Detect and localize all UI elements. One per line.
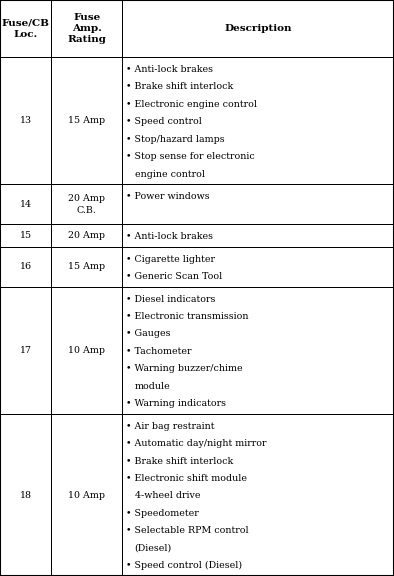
Text: • Gauges: • Gauges xyxy=(126,329,171,339)
Text: • Speed control: • Speed control xyxy=(126,118,202,126)
Bar xyxy=(0,225,51,247)
Text: 15: 15 xyxy=(20,231,32,240)
Text: • Speed control (Diesel): • Speed control (Diesel) xyxy=(126,561,242,570)
Text: 20 Amp: 20 Amp xyxy=(68,231,105,240)
Bar xyxy=(0,0,51,58)
Text: 17: 17 xyxy=(20,346,32,355)
Text: 20 Amp
C.B.: 20 Amp C.B. xyxy=(68,195,105,214)
Text: • Electronic engine control: • Electronic engine control xyxy=(126,100,257,109)
Text: • Brake shift interlock: • Brake shift interlock xyxy=(126,82,233,92)
Bar xyxy=(0,287,51,414)
Bar xyxy=(51,184,122,225)
Text: (Diesel): (Diesel) xyxy=(135,544,172,553)
Bar xyxy=(51,247,122,287)
Text: • Air bag restraint: • Air bag restraint xyxy=(126,422,215,431)
Text: 4-wheel drive: 4-wheel drive xyxy=(135,491,200,501)
Text: engine control: engine control xyxy=(135,169,205,179)
Bar xyxy=(122,184,394,225)
Text: Fuse
Amp.
Rating: Fuse Amp. Rating xyxy=(67,13,106,44)
Text: • Tachometer: • Tachometer xyxy=(126,347,191,356)
Text: • Warning indicators: • Warning indicators xyxy=(126,399,226,408)
Text: 15 Amp: 15 Amp xyxy=(68,263,105,271)
Text: • Brake shift interlock: • Brake shift interlock xyxy=(126,457,233,465)
Bar xyxy=(122,58,394,184)
Bar xyxy=(0,247,51,287)
Text: • Warning buzzer/chime: • Warning buzzer/chime xyxy=(126,364,243,373)
Bar xyxy=(122,287,394,414)
Text: • Electronic shift module: • Electronic shift module xyxy=(126,474,247,483)
Text: • Cigarette lighter: • Cigarette lighter xyxy=(126,255,215,264)
Text: • Anti-lock brakes: • Anti-lock brakes xyxy=(126,65,213,74)
Text: module: module xyxy=(135,382,171,391)
Text: Fuse/CB
Loc.: Fuse/CB Loc. xyxy=(2,18,50,39)
Bar xyxy=(122,225,394,247)
Text: • Electronic transmission: • Electronic transmission xyxy=(126,312,249,321)
Text: • Anti-lock brakes: • Anti-lock brakes xyxy=(126,232,213,241)
Text: • Power windows: • Power windows xyxy=(126,192,210,201)
Bar xyxy=(122,247,394,287)
Bar xyxy=(0,58,51,184)
Bar xyxy=(0,414,51,576)
Text: 10 Amp: 10 Amp xyxy=(68,491,105,499)
Text: 16: 16 xyxy=(20,263,32,271)
Bar xyxy=(51,225,122,247)
Bar xyxy=(0,184,51,225)
Text: Description: Description xyxy=(224,24,292,33)
Bar xyxy=(122,414,394,576)
Text: • Diesel indicators: • Diesel indicators xyxy=(126,294,216,304)
Text: • Generic Scan Tool: • Generic Scan Tool xyxy=(126,272,222,281)
Text: • Automatic day/night mirror: • Automatic day/night mirror xyxy=(126,439,267,448)
Bar xyxy=(51,0,122,58)
Bar xyxy=(122,0,394,58)
Text: • Selectable RPM control: • Selectable RPM control xyxy=(126,526,249,535)
Text: • Stop/hazard lamps: • Stop/hazard lamps xyxy=(126,135,225,144)
Text: 15 Amp: 15 Amp xyxy=(68,116,105,126)
Text: 14: 14 xyxy=(20,200,32,209)
Text: 18: 18 xyxy=(20,491,32,499)
Bar xyxy=(51,414,122,576)
Text: • Stop sense for electronic: • Stop sense for electronic xyxy=(126,152,255,161)
Text: • Speedometer: • Speedometer xyxy=(126,509,199,518)
Bar xyxy=(51,287,122,414)
Text: 13: 13 xyxy=(20,116,32,126)
Text: 10 Amp: 10 Amp xyxy=(68,346,105,355)
Bar xyxy=(51,58,122,184)
